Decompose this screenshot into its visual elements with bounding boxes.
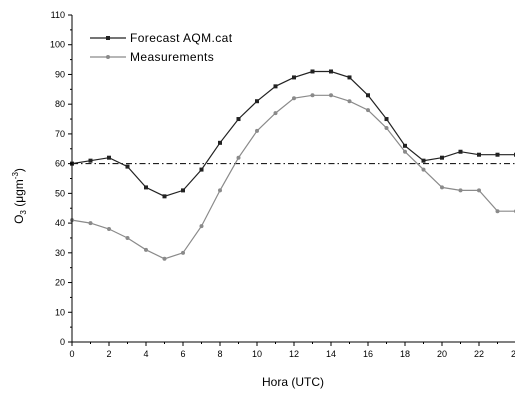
data-point	[107, 227, 111, 232]
data-point	[273, 84, 278, 89]
y-tick-label: 20	[55, 278, 65, 288]
data-point	[273, 111, 278, 116]
x-tick-label: 18	[400, 349, 410, 359]
x-tick-label: 20	[437, 349, 447, 359]
x-tick-label: 14	[326, 349, 336, 359]
y-tick-label: 30	[55, 248, 65, 258]
data-point	[477, 188, 481, 193]
legend-marker	[106, 36, 110, 40]
legend-marker	[106, 55, 110, 59]
data-point	[292, 96, 296, 101]
y-axis-label-symbol: O	[12, 215, 26, 224]
data-point	[421, 167, 426, 172]
data-point	[477, 152, 481, 157]
data-point	[255, 99, 259, 104]
series-layer	[70, 69, 515, 261]
data-point	[366, 108, 370, 113]
data-point	[125, 164, 130, 169]
x-tick-label: 2	[106, 349, 111, 359]
legend: Forecast AQM.cat Measurements	[90, 31, 233, 64]
data-point	[162, 194, 167, 199]
data-point	[218, 188, 222, 193]
data-point	[88, 158, 93, 163]
data-point	[218, 140, 222, 145]
y-axis-label: O3 (μgm-3)	[11, 168, 28, 224]
x-tick-label: 12	[289, 349, 299, 359]
legend-label: Measurements	[130, 50, 214, 64]
data-point	[292, 75, 296, 80]
y-tick-label: 10	[55, 307, 65, 317]
y-tick-label: 110	[51, 10, 65, 20]
data-point	[144, 185, 148, 190]
y-tick-label: 50	[55, 188, 65, 198]
data-point	[495, 209, 500, 214]
data-point	[440, 155, 444, 160]
x-tick-label: 6	[180, 349, 185, 359]
data-point	[347, 75, 352, 80]
series-0	[70, 69, 515, 199]
data-point	[255, 128, 259, 133]
data-point	[366, 93, 370, 98]
series-line	[71, 94, 515, 260]
data-point	[236, 117, 241, 122]
x-axis-label: Hora (UTC)	[262, 375, 324, 389]
y-tick-label: 90	[55, 69, 65, 79]
data-point	[384, 125, 389, 130]
data-point	[440, 185, 444, 190]
y-axis-label-superscript: -3	[11, 172, 20, 180]
y-tick-label: 100	[50, 40, 65, 50]
data-point	[199, 167, 204, 172]
legend-label: Forecast AQM.cat	[130, 31, 233, 45]
data-point	[181, 250, 185, 255]
data-point	[199, 224, 204, 229]
data-point	[329, 69, 333, 74]
x-tick-label: 16	[363, 349, 373, 359]
data-point	[421, 158, 426, 163]
series-line	[71, 70, 515, 197]
data-point	[495, 152, 500, 157]
y-axis-label-units: (μgm	[12, 179, 26, 210]
x-tick-label: 10	[252, 349, 262, 359]
y-axis-label-units-close: )	[12, 168, 26, 172]
data-point	[107, 155, 111, 160]
y-tick-label: 70	[55, 129, 65, 139]
y-tick-label: 60	[55, 159, 65, 169]
data-point	[347, 99, 352, 104]
data-point	[310, 69, 315, 74]
data-point	[236, 155, 241, 160]
data-point	[403, 149, 407, 154]
x-tick-label: 22	[474, 349, 484, 359]
y-tick-label: 80	[55, 99, 65, 109]
data-point	[88, 221, 93, 226]
x-tick-label: 0	[69, 349, 74, 359]
data-point	[458, 188, 463, 193]
data-point	[310, 93, 315, 98]
series-1	[70, 93, 515, 261]
data-point	[329, 93, 333, 98]
data-point	[458, 149, 463, 154]
data-point	[384, 117, 389, 122]
data-point	[181, 188, 185, 193]
data-point	[144, 247, 148, 252]
y-tick-label: 40	[55, 218, 65, 228]
data-point	[403, 143, 407, 148]
y-tick-label: 0	[60, 337, 65, 347]
x-tick-label: 8	[217, 349, 222, 359]
x-tick-label: 24	[511, 349, 515, 359]
data-point	[162, 256, 167, 261]
x-tick-label: 4	[143, 349, 148, 359]
data-point	[125, 235, 130, 240]
y-axis-label-subscript: 3	[19, 210, 28, 215]
